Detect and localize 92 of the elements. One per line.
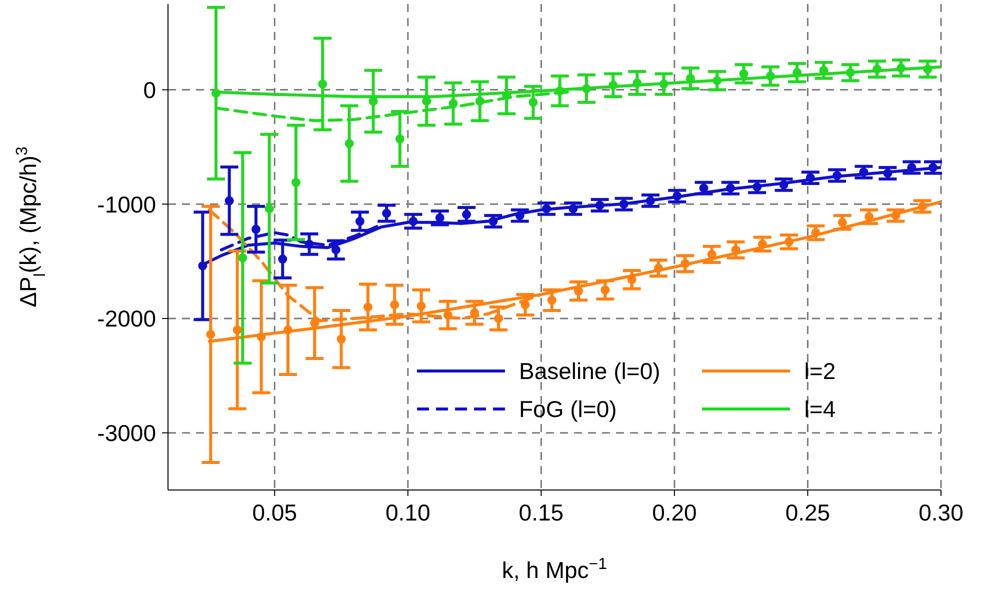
point: [766, 72, 775, 81]
point: [448, 98, 458, 108]
point: [608, 80, 618, 90]
point: [331, 245, 340, 254]
point: [502, 90, 512, 100]
point: [883, 168, 892, 178]
point: [355, 216, 364, 226]
x-tick-label: 0.25: [785, 499, 830, 526]
point: [891, 211, 900, 220]
point: [699, 184, 708, 193]
point: [211, 88, 220, 98]
x-axis-title: k, h Mpc$^{−1}$: [502, 555, 608, 583]
point: [278, 254, 288, 264]
point: [659, 80, 668, 89]
point: [264, 204, 274, 214]
point: [726, 184, 735, 193]
point: [582, 84, 591, 94]
point: [574, 286, 583, 296]
point: [494, 314, 504, 323]
point: [310, 318, 320, 328]
point: [739, 69, 748, 78]
y-tick-label: -3000: [97, 420, 156, 446]
point: [896, 64, 906, 73]
x-tick-label: 0.15: [518, 499, 564, 526]
point: [680, 259, 690, 268]
point: [251, 224, 260, 234]
point: [515, 211, 524, 220]
point: [304, 240, 314, 249]
point: [435, 213, 444, 222]
point: [224, 196, 234, 206]
point: [646, 196, 655, 206]
point: [811, 228, 820, 238]
point: [779, 180, 788, 190]
point: [408, 216, 418, 226]
point: [528, 98, 538, 107]
point: [568, 204, 578, 214]
point: [390, 300, 400, 310]
point: [672, 192, 682, 201]
point: [654, 264, 663, 273]
point: [595, 200, 604, 210]
legend-label: l=4: [804, 396, 836, 422]
point: [256, 332, 266, 342]
point: [712, 76, 722, 86]
x-tick-label: 0.05: [252, 499, 298, 526]
point: [363, 302, 372, 312]
point: [283, 325, 292, 334]
y-tick-label: 0: [143, 76, 156, 103]
point: [806, 173, 815, 182]
point: [344, 139, 354, 148]
point: [475, 96, 484, 106]
point: [832, 171, 842, 180]
point: [632, 78, 642, 88]
point: [859, 168, 868, 177]
point: [318, 80, 328, 89]
point: [907, 163, 916, 172]
legend-label: Baseline (l=0): [519, 358, 660, 384]
legend-label: l=2: [804, 358, 836, 384]
point: [416, 301, 426, 310]
point: [846, 68, 855, 78]
point: [291, 178, 300, 187]
point: [462, 210, 472, 219]
point: [918, 202, 927, 211]
x-tick-label: 0.30: [918, 499, 964, 526]
point: [206, 330, 216, 339]
point: [555, 86, 564, 96]
point: [382, 208, 392, 218]
point: [619, 200, 628, 209]
point: [520, 300, 530, 310]
point: [542, 204, 552, 214]
point: [838, 218, 847, 227]
y-tick-label: -2000: [97, 306, 156, 332]
point: [547, 296, 556, 305]
point: [928, 163, 938, 172]
point: [488, 216, 498, 226]
point: [198, 261, 208, 270]
legend-label: FoG (l=0): [519, 396, 617, 422]
point: [232, 325, 242, 334]
point: [923, 64, 932, 74]
y-tick-label: -1000: [97, 191, 156, 218]
point: [752, 182, 762, 192]
x-tick-label: 0.20: [652, 499, 697, 526]
point: [443, 310, 452, 320]
point: [336, 334, 346, 344]
point: [707, 250, 716, 259]
point: [600, 285, 610, 294]
x-tick-label: 0.10: [386, 499, 430, 526]
point: [872, 64, 882, 74]
point: [864, 212, 874, 222]
point: [792, 68, 802, 78]
point: [784, 237, 794, 246]
point: [238, 253, 248, 262]
point: [395, 134, 404, 144]
